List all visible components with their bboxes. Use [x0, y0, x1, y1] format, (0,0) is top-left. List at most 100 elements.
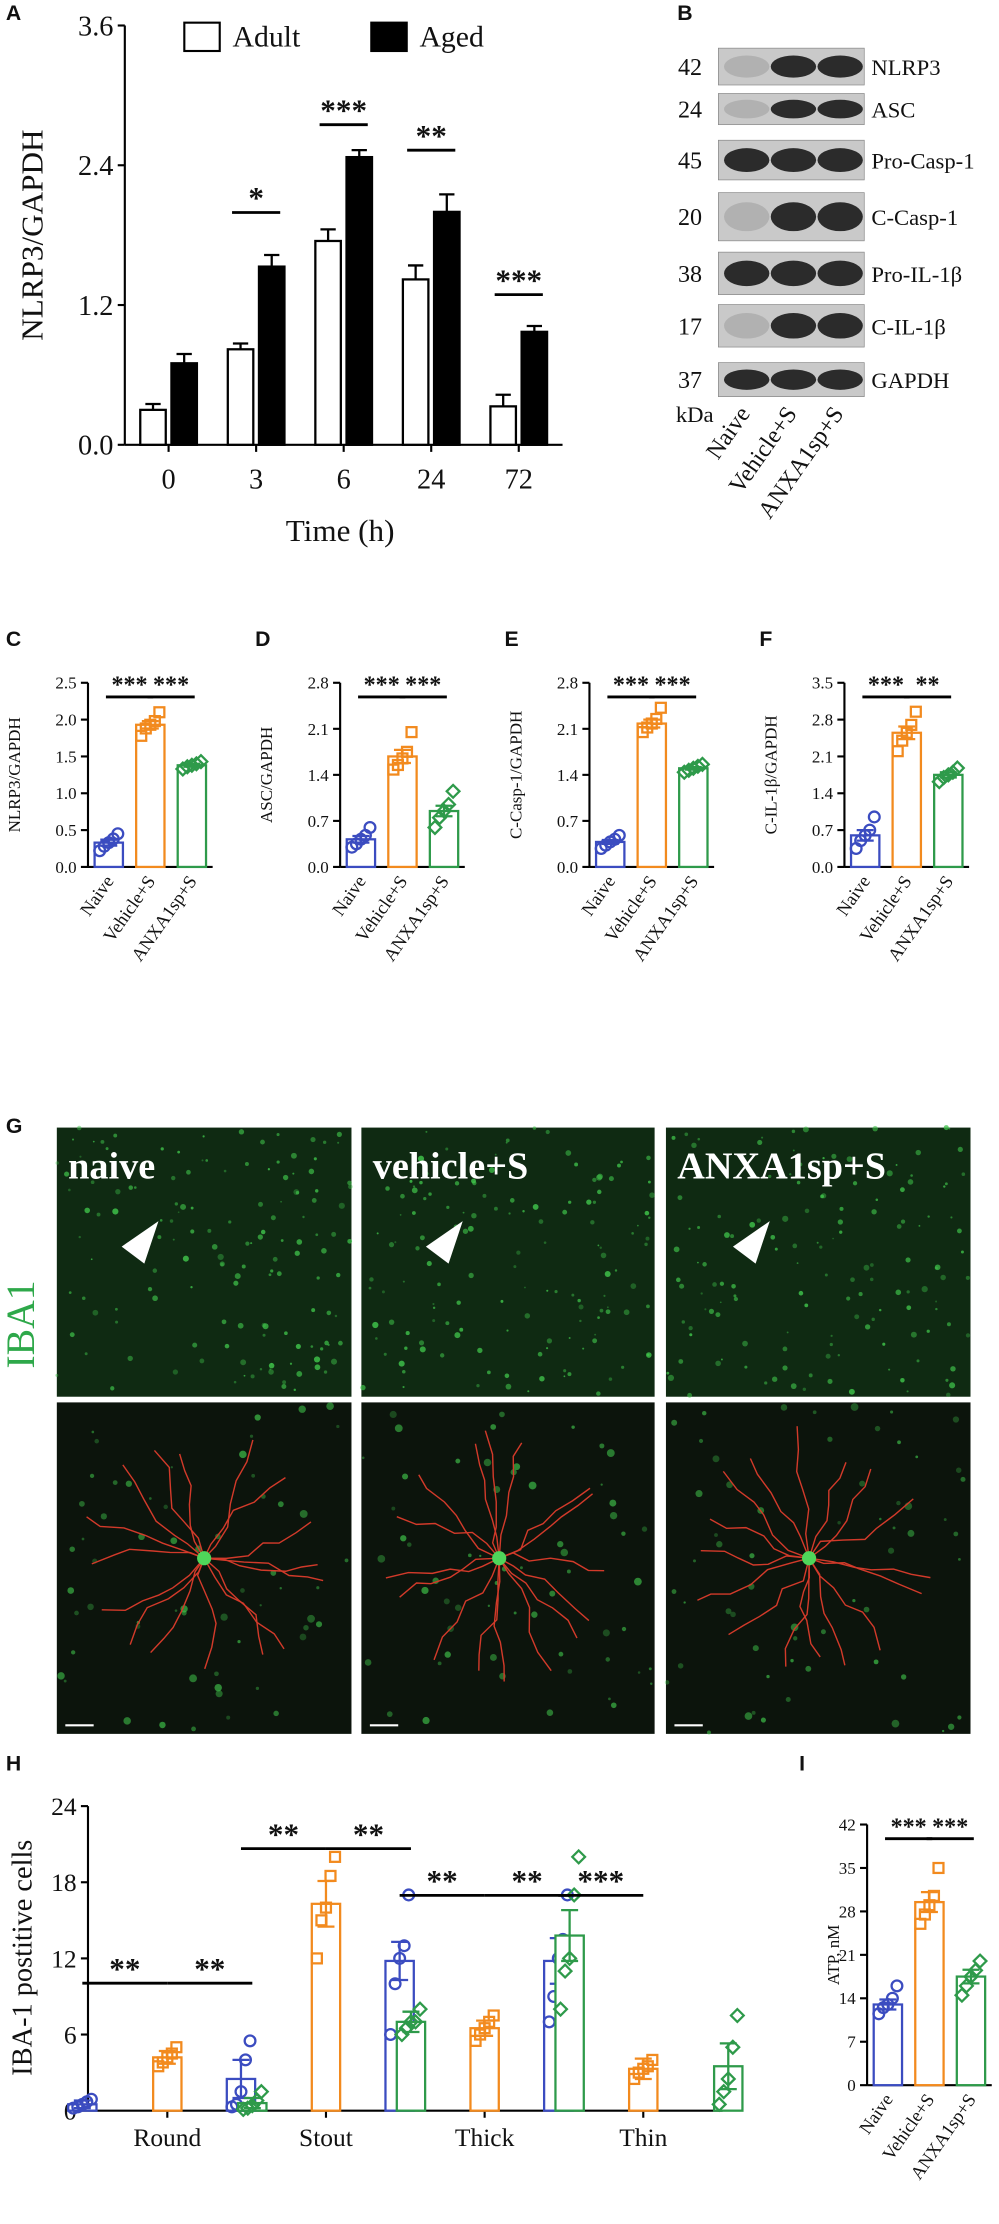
cell-speck [852, 1181, 858, 1186]
data-point [890, 1979, 904, 1993]
cell-speck [599, 1246, 602, 1249]
cell-speck [172, 1238, 175, 1241]
process-trace [498, 1487, 591, 1559]
y-tick-label: 1.4 [812, 784, 834, 803]
cell-speck [159, 1219, 163, 1222]
cell-speck [647, 1180, 651, 1184]
significance-label: *** [891, 1814, 927, 1840]
cell-speck [958, 1557, 961, 1561]
cell-speck [110, 1386, 115, 1391]
cell-speck [592, 1177, 597, 1183]
cell-speck [268, 1362, 275, 1369]
data-point [407, 2013, 424, 2030]
data-point [689, 758, 706, 775]
cell-speck [504, 1373, 510, 1379]
cell-speck [592, 1338, 598, 1344]
bar [345, 155, 374, 446]
cell-speck [872, 1125, 878, 1132]
cell-speck [715, 1360, 721, 1367]
cell-speck [489, 1654, 497, 1661]
data-point [566, 1886, 583, 1903]
cell-speck [399, 1214, 402, 1216]
panel-label: I [799, 1752, 805, 1776]
significance-label: ** [109, 1951, 140, 1986]
cell-speck [524, 1286, 526, 1289]
bar [226, 348, 255, 446]
cell-speck [270, 1215, 276, 1221]
cell-speck [684, 1132, 689, 1137]
data-point [397, 1939, 411, 1953]
cell-speck [190, 1229, 195, 1234]
cell-speck [244, 1162, 249, 1166]
cell-speck [513, 1611, 517, 1615]
legend-swatch [183, 21, 221, 53]
data-point [612, 828, 626, 842]
blot-band [817, 148, 863, 172]
cell-speck [84, 1207, 91, 1214]
cell-speck [910, 1331, 917, 1338]
cell-speck [760, 1717, 766, 1723]
bar [678, 767, 709, 869]
cell-speck [827, 1436, 833, 1442]
legend-label: Aged [419, 21, 484, 54]
cell-speck [78, 1235, 81, 1239]
cell-speck [237, 1322, 244, 1329]
cell-speck [299, 1509, 308, 1518]
cell-speck [650, 1682, 653, 1685]
cell-speck [808, 1373, 813, 1378]
micrograph [361, 1127, 655, 1397]
cell-speck [582, 1347, 585, 1350]
process-trace [493, 1558, 505, 1682]
data-point [720, 2070, 737, 2087]
cell-speck [293, 1189, 300, 1195]
cell-speck [482, 1193, 487, 1198]
cell-speck [296, 1371, 303, 1377]
cell-speck [571, 1293, 575, 1297]
process-trace [808, 1557, 931, 1579]
arrowhead [425, 1221, 463, 1264]
data-point [363, 820, 377, 834]
cell-speck [798, 1290, 804, 1296]
cell-speck [163, 1504, 168, 1510]
cell-speck [159, 1721, 166, 1729]
cell-speck [289, 1362, 293, 1365]
x-tick-label: Naive [328, 872, 370, 919]
blot-band [770, 55, 817, 78]
cell-speck [505, 1141, 508, 1144]
cell-speck [597, 1189, 602, 1195]
cell-speck [934, 1266, 938, 1270]
process-trace [808, 1498, 914, 1559]
data-point [932, 1861, 945, 1875]
cell-speck [91, 1430, 95, 1434]
y-axis-label: ATP, nM [824, 1925, 843, 1985]
cell-speck [846, 1156, 853, 1162]
cell-speck [952, 1416, 960, 1423]
cell-speck [771, 1376, 778, 1382]
significance-label: *** [153, 673, 189, 699]
bar [170, 362, 199, 446]
cell-speck [869, 1263, 874, 1267]
cell-speck [89, 1473, 95, 1479]
cell-speck [432, 1302, 435, 1306]
cell-speck [906, 1290, 910, 1294]
y-tick-label: 2.4 [78, 151, 113, 182]
data-point [927, 1889, 941, 1902]
y-tick-label: 0.7 [812, 821, 833, 840]
bar [891, 731, 923, 869]
cell-speck [360, 1384, 366, 1391]
cell-speck [112, 1208, 119, 1215]
bar [955, 1975, 987, 2087]
cell-speck [839, 1206, 844, 1211]
blot-band [770, 202, 817, 232]
cell-speck [773, 1157, 778, 1162]
cell-speck [455, 1458, 461, 1464]
cell-speck [81, 1537, 85, 1541]
soma [492, 1551, 507, 1566]
cell-speck [259, 1367, 263, 1371]
arrowhead [121, 1221, 159, 1264]
significance-label: ** [194, 1951, 225, 1986]
cell-speck [600, 1252, 607, 1259]
y-tick-label: 14 [839, 1989, 856, 2008]
cell-speck [609, 1511, 618, 1520]
cell-speck [816, 1241, 819, 1244]
